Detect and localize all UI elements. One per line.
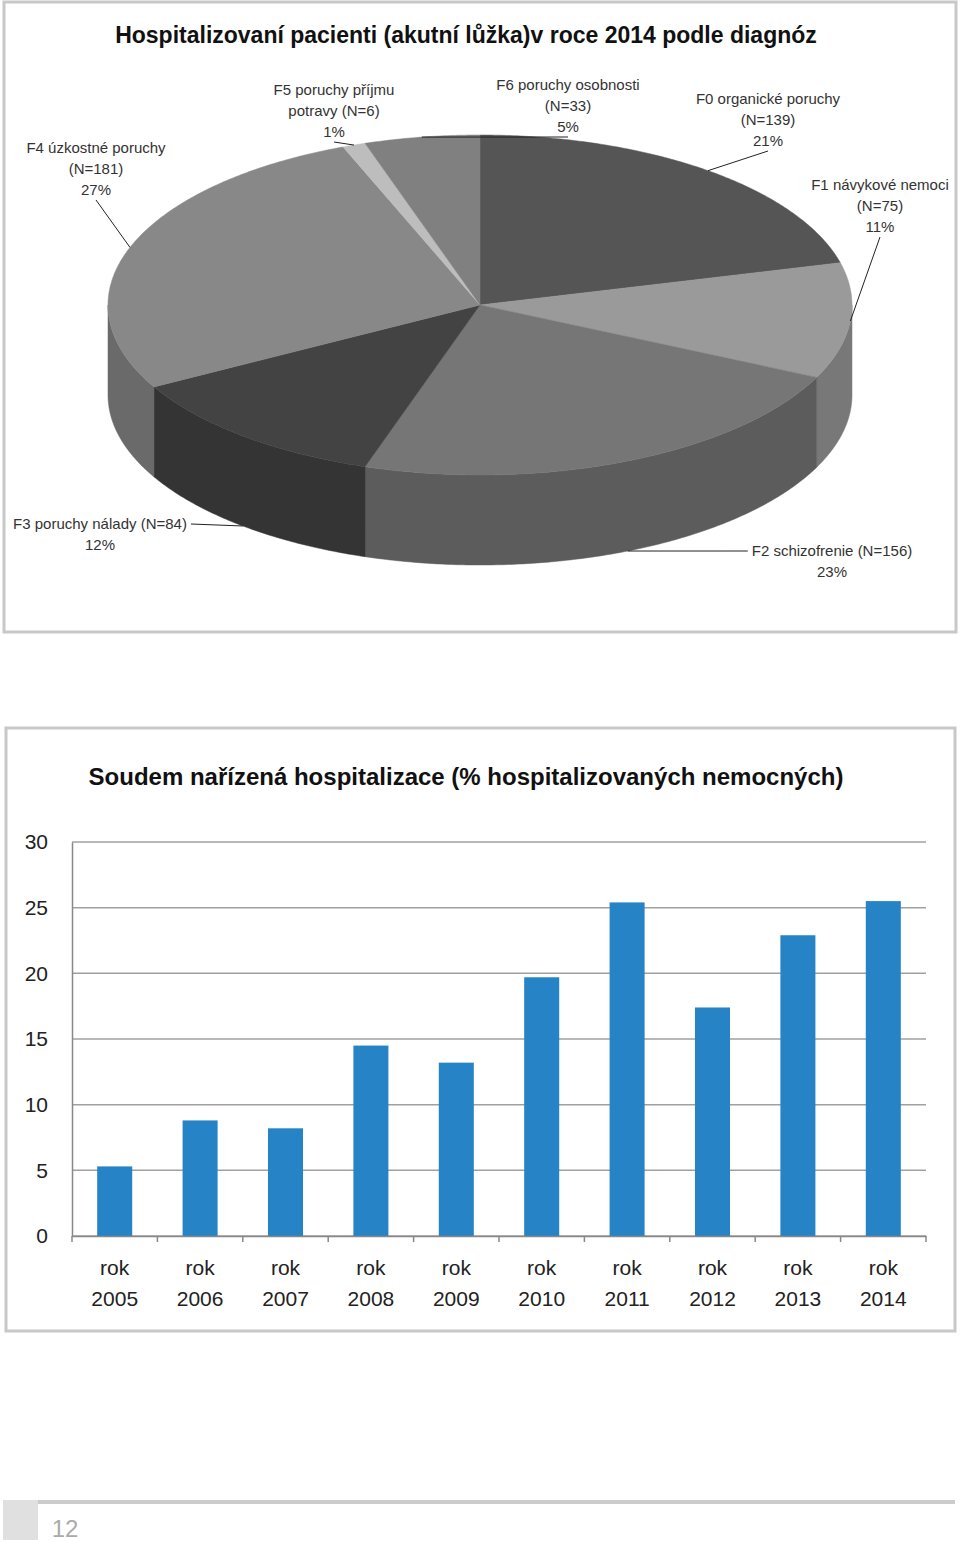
slice-label: F3 poruchy nálady (N=84) (13, 515, 187, 532)
tick: rok2012 (689, 1236, 736, 1310)
slice-value-label: 5% (557, 118, 579, 135)
bar (268, 1128, 303, 1236)
tick-label: rok2011 (605, 1256, 650, 1310)
tick-label: 5 (36, 1159, 48, 1182)
tick: rok2006 (177, 1236, 224, 1310)
tick-label: 10 (25, 1093, 48, 1116)
tick: 15 (25, 1027, 72, 1050)
leader-line (191, 524, 243, 526)
slice-label: F4 úzkostné poruchy(N=181) (26, 139, 166, 177)
slice-label: F6 poruchy osobnosti(N=33) (496, 76, 639, 114)
slice-value-label: 21% (753, 132, 783, 149)
tick-label: rok2013 (775, 1256, 822, 1310)
tick: 5 (36, 1159, 72, 1182)
tick: rok2007 (262, 1236, 309, 1310)
tick-label: rok2007 (262, 1256, 309, 1310)
category-separator (840, 1236, 842, 1242)
bar (695, 1007, 730, 1236)
bar (524, 977, 559, 1236)
tick: rok2008 (348, 1236, 395, 1310)
category-separator (413, 1236, 415, 1242)
tick: rok2005 (91, 1236, 138, 1310)
slice-value-label: 12% (85, 536, 115, 553)
footer-block (3, 1500, 38, 1540)
tick-label: 20 (25, 962, 48, 985)
bar (353, 1046, 388, 1236)
pie-slice (365, 135, 480, 305)
bar (610, 902, 645, 1236)
category-separator (925, 1236, 927, 1242)
grid-line (72, 841, 926, 843)
category-separator (584, 1236, 586, 1242)
axis-line (72, 843, 74, 1237)
tick-label: 25 (25, 896, 48, 919)
tick: 0 (36, 1224, 72, 1247)
pie (108, 135, 852, 565)
tick-label: rok2014 (860, 1256, 907, 1310)
leader-line (334, 142, 354, 145)
leader-line (708, 151, 768, 171)
chart-title: Soudem nařízená hospitalizace (% hospita… (89, 763, 844, 790)
x-axis: rok2005 rok2006 rok2007 rok2008 rok2009 rok20… (73, 1236, 927, 1310)
tick: rok2011 (605, 1236, 650, 1310)
bar (780, 935, 815, 1236)
chart-title: Hospitalizovaní pacienti (akutní lůžka)v… (115, 22, 817, 48)
category-separator (242, 1236, 244, 1242)
tick: rok2013 (775, 1236, 822, 1310)
slice-label: F0 organické poruchy(N=139) (696, 90, 841, 128)
bar (866, 901, 901, 1236)
leader-line (96, 200, 130, 247)
slice-value-label: 11% (866, 218, 895, 235)
tick-label: 0 (36, 1224, 48, 1247)
leader-line (850, 237, 880, 321)
tick-label: 15 (25, 1027, 48, 1050)
slice-label: F5 poruchy příjmupotravy (N=6) (274, 81, 395, 119)
leader-line (422, 137, 568, 138)
tick-label: rok2009 (433, 1256, 480, 1310)
tick: rok2010 (518, 1236, 565, 1310)
tick-label: rok2006 (177, 1256, 224, 1310)
tick: 20 (25, 962, 72, 985)
pie-labels: F0 organické poruchy(N=139) 21% F1 návykov… (13, 76, 949, 580)
footer-rule (3, 1500, 955, 1504)
slice-value-label: 27% (81, 181, 111, 198)
category-separator (71, 1236, 73, 1242)
y-axis: 0 5 10 15 20 25 30 (25, 830, 73, 1247)
category-separator (669, 1236, 671, 1242)
category-separator (157, 1236, 159, 1242)
grid-line (72, 907, 926, 909)
tick-label: 30 (25, 830, 48, 853)
chart-frame (4, 2, 956, 632)
bar (439, 1063, 474, 1236)
tick: rok2014 (860, 1236, 907, 1310)
leader-line (628, 551, 748, 552)
tick: rok2009 (433, 1236, 480, 1310)
tick: 10 (25, 1093, 72, 1116)
bar (183, 1120, 218, 1236)
category-separator (754, 1236, 756, 1242)
tick-label: rok2010 (518, 1256, 565, 1310)
category-separators (72, 1236, 926, 1242)
tick-label: rok2005 (91, 1256, 138, 1310)
tick-label: rok2008 (348, 1256, 395, 1310)
slice-value-label: 1% (323, 123, 345, 140)
tick: 30 (25, 830, 72, 853)
tick-label: rok2012 (689, 1256, 736, 1310)
page-number: 12 (52, 1515, 79, 1542)
bars (97, 901, 901, 1236)
slice-label: F1 návykové nemoci(N=75) (811, 176, 949, 214)
chart-frame (6, 728, 955, 1331)
grid (72, 842, 926, 1236)
slice-label: F2 schizofrenie (N=156) (752, 542, 913, 559)
tick: 25 (25, 896, 72, 919)
category-separator (498, 1236, 500, 1242)
bar (97, 1166, 132, 1236)
category-separator (327, 1236, 329, 1242)
slice-value-label: 23% (817, 563, 847, 580)
